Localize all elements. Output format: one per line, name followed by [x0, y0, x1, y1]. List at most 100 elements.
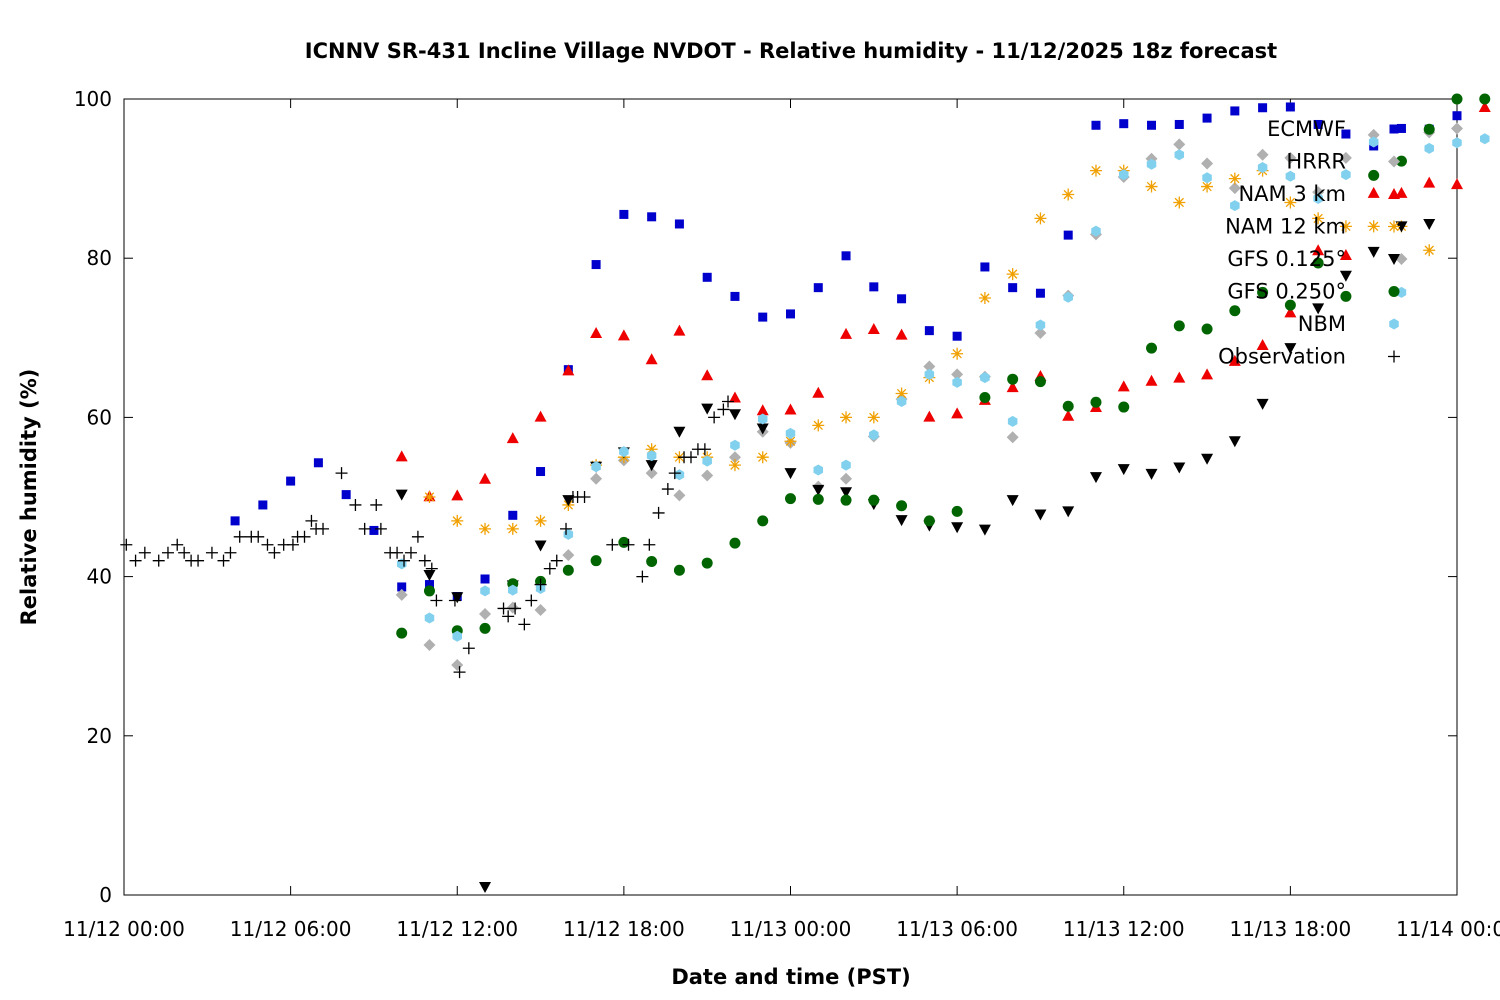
data-point [286, 476, 296, 486]
data-point [1173, 320, 1185, 332]
data-point [424, 580, 434, 590]
data-point [418, 554, 431, 567]
data-point [652, 506, 665, 519]
data-point [1117, 464, 1130, 476]
data-point [138, 546, 151, 559]
data-point [1174, 149, 1185, 161]
data-point [479, 622, 491, 634]
data-point [646, 555, 658, 567]
data-point [1452, 111, 1462, 121]
data-point [451, 658, 464, 671]
x-tick-label: 11/13 06:00 [896, 917, 1018, 941]
legend: ECMWF HRRR NAM 3 km NAM 12 km GFS 0.125° GFS … [1218, 117, 1400, 369]
data-point [643, 538, 656, 551]
data-point [1145, 180, 1158, 193]
data-point [896, 395, 907, 407]
data-point [1339, 151, 1352, 164]
data-point [785, 427, 796, 439]
data-point [730, 291, 740, 301]
data-point [451, 489, 464, 501]
data-point [370, 498, 383, 511]
data-point [1257, 286, 1269, 298]
data-point [1230, 200, 1240, 212]
data-point [217, 554, 230, 567]
data-point [673, 489, 686, 502]
data-point [980, 262, 990, 272]
data-point [1368, 169, 1380, 181]
data-point [1173, 462, 1186, 474]
data-point [562, 549, 575, 562]
data-point [785, 493, 796, 505]
data-point [358, 522, 371, 535]
data-point [645, 353, 658, 365]
data-point [661, 483, 674, 496]
data-point [1339, 249, 1352, 261]
x-tick-label: 11/12 18:00 [563, 917, 685, 941]
data-point [1451, 178, 1463, 190]
y-tick-label: 40 [87, 565, 112, 589]
data-point [895, 515, 908, 527]
data-point [395, 450, 408, 462]
data-point [923, 515, 935, 527]
data-point [896, 500, 908, 512]
data-point [1284, 343, 1297, 355]
data-point [728, 451, 741, 464]
data-point [1284, 196, 1297, 209]
data-point [1145, 374, 1158, 386]
data-point [497, 602, 510, 615]
series-7 [120, 395, 735, 679]
data-point [786, 309, 795, 319]
y-tick-label: 100 [74, 87, 112, 111]
data-point [451, 514, 464, 527]
legend-marker [1389, 124, 1399, 134]
data-point [1451, 93, 1463, 105]
series-5 [396, 93, 1491, 639]
data-point [1006, 381, 1019, 393]
data-point [647, 212, 657, 222]
data-point [840, 472, 853, 485]
legend-label: NBM [1298, 312, 1346, 336]
data-point [1312, 257, 1324, 269]
data-point [509, 602, 522, 615]
data-point [518, 618, 531, 631]
data-point [1006, 268, 1019, 281]
data-point [952, 376, 962, 388]
data-point [951, 368, 964, 381]
data-point [636, 570, 649, 583]
data-point [1340, 290, 1352, 302]
legend-label: HRRR [1286, 150, 1346, 174]
data-point [1034, 327, 1047, 340]
data-point [1367, 220, 1380, 233]
data-point [668, 467, 681, 480]
data-point [1089, 164, 1102, 177]
data-point [674, 469, 685, 481]
data-point [1173, 371, 1186, 383]
data-point [617, 329, 630, 341]
data-point [178, 546, 191, 559]
data-point [349, 498, 362, 511]
data-point [298, 530, 311, 543]
data-point [525, 594, 538, 607]
data-point [411, 530, 424, 543]
data-point [813, 283, 823, 293]
legend-marker [1388, 155, 1400, 168]
data-point [396, 558, 407, 570]
data-point [313, 458, 323, 468]
data-point [1367, 128, 1380, 141]
data-point [812, 484, 825, 496]
legend-label: GFS 0.125° [1227, 247, 1346, 271]
data-point [1062, 188, 1075, 201]
data-point [1117, 380, 1130, 392]
x-tick-label: 11/12 12:00 [396, 917, 518, 941]
data-point [730, 439, 740, 451]
data-point [1062, 506, 1075, 518]
data-point [923, 360, 936, 373]
data-point [258, 500, 268, 510]
data-point [674, 219, 684, 229]
data-point [1229, 305, 1241, 317]
data-point [1201, 453, 1214, 465]
data-point [1478, 100, 1491, 112]
data-point [1312, 212, 1325, 225]
data-point [673, 564, 685, 576]
